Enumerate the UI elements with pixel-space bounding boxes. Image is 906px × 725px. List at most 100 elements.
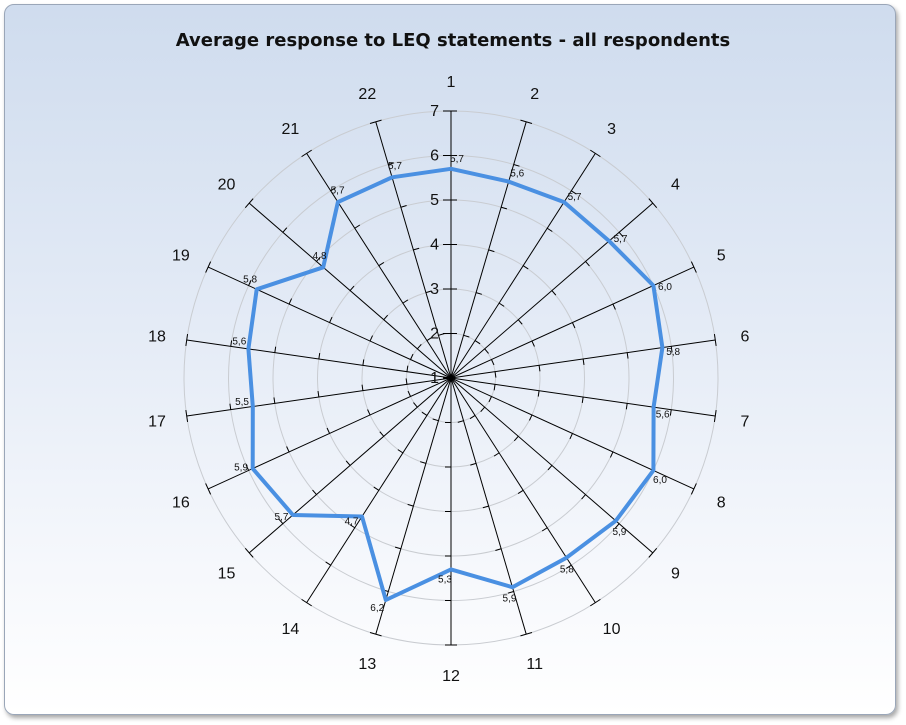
spoke-minor-tick: [286, 446, 290, 453]
radar-series: [246, 166, 665, 602]
spoke-minor-tick: [282, 227, 288, 233]
data-label: 5,7: [614, 234, 628, 245]
spoke-minor-tick: [494, 371, 497, 378]
spoke-minor-tick: [369, 335, 373, 342]
spoke-end-tick: [520, 632, 533, 637]
spoke-minor-tick: [612, 303, 616, 310]
spoke-minor-tick: [420, 461, 427, 464]
data-label: 4,7: [345, 517, 359, 528]
data-label: 5,9: [503, 594, 517, 605]
data-label: 6,0: [658, 282, 672, 293]
spoke-minor-tick: [571, 190, 577, 195]
category-label: 19: [172, 248, 190, 265]
spoke-minor-tick: [507, 591, 514, 594]
spoke-minor-tick: [400, 205, 407, 208]
spoke-minor-tick: [425, 290, 432, 294]
spoke-minor-tick: [670, 346, 673, 353]
data-label: 6,0: [653, 475, 667, 486]
spoke-minor-tick: [475, 292, 482, 295]
category-label: 17: [148, 413, 166, 430]
series-line: [246, 166, 665, 602]
spoke-minor-tick: [230, 340, 233, 347]
spoke-minor-tick: [531, 340, 535, 347]
spoke-minor-tick: [571, 322, 576, 329]
category-label: 22: [358, 86, 376, 103]
spoke-end-tick: [244, 547, 254, 558]
spoke-minor-tick: [329, 316, 333, 323]
spoke-minor-tick: [618, 231, 624, 238]
spoke-end-tick: [590, 598, 601, 607]
data-label: 4,8: [313, 251, 327, 262]
category-label: 1: [447, 74, 456, 91]
spoke-minor-tick: [361, 384, 364, 391]
spoke-20: [248, 202, 452, 379]
axis-tick-label: 2: [430, 326, 439, 343]
spoke-minor-tick: [493, 452, 500, 457]
data-label: 5,7: [331, 185, 345, 196]
radar-labels: 1 5,7 2 5,6 3 5,7 4 5,7 5 6,0 6 5,8 7 5,6 8 6,0 9 5,9 10 5,…: [148, 74, 749, 685]
axis-tick-label: 6: [430, 148, 439, 165]
data-label: 5,5: [235, 397, 249, 408]
spoke-end-tick: [205, 483, 212, 495]
spoke-end-tick: [648, 547, 658, 558]
spoke-end-tick: [185, 409, 189, 423]
spoke-minor-tick: [582, 358, 585, 366]
spoke-minor-tick: [457, 420, 464, 423]
category-label: 18: [148, 329, 166, 346]
spoke-minor-tick: [581, 494, 586, 500]
data-label: 5,7: [568, 192, 582, 203]
spoke-minor-tick: [407, 503, 414, 507]
data-label: 5,3: [438, 574, 452, 585]
spoke-end-tick: [690, 483, 697, 495]
spoke-minor-tick: [316, 256, 321, 262]
spoke-minor-tick: [318, 352, 321, 360]
spoke-minor-tick: [402, 299, 409, 304]
spoke-minor-tick: [312, 489, 317, 495]
spoke-minor-tick: [326, 427, 331, 434]
category-label: 2: [530, 86, 539, 103]
spoke-minor-tick: [463, 334, 470, 338]
spoke-minor-tick: [488, 249, 495, 253]
spoke-minor-tick: [495, 548, 502, 551]
spoke-minor-tick: [614, 523, 620, 529]
data-label: 5,7: [388, 161, 402, 172]
spoke-minor-tick: [288, 298, 293, 305]
spoke-minor-tick: [488, 396, 492, 403]
data-label: 5,9: [234, 462, 248, 473]
axis-tick-label: 7: [430, 103, 439, 120]
category-label: 12: [442, 668, 460, 685]
category-label: 8: [717, 494, 726, 511]
radar-axis-ticks: 1 2 3 4 5 6 7: [430, 103, 451, 387]
spoke-end-tick: [244, 198, 254, 209]
spoke-minor-tick: [484, 348, 489, 354]
spoke-minor-tick: [317, 390, 320, 398]
spoke-minor-tick: [406, 365, 409, 372]
spoke-minor-tick: [585, 261, 590, 267]
spoke-minor-tick: [413, 247, 420, 251]
axis-tick-label: 4: [430, 237, 439, 254]
spoke-end-tick: [205, 261, 212, 273]
axis-tick-label: 3: [430, 281, 439, 298]
spoke-minor-tick: [245, 464, 250, 471]
category-label: 11: [526, 656, 543, 673]
category-label: 20: [218, 177, 236, 194]
spoke-minor-tick: [278, 518, 284, 525]
axis-tick-label: 5: [430, 192, 439, 209]
data-label: 5,6: [656, 409, 670, 420]
spoke-minor-tick: [362, 359, 365, 366]
spoke-minor-tick: [229, 403, 232, 410]
spoke-minor-tick: [397, 449, 404, 454]
spoke-minor-tick: [480, 406, 486, 413]
spoke-minor-tick: [529, 414, 533, 421]
category-label: 3: [607, 121, 616, 138]
category-label: 7: [741, 413, 750, 430]
spoke-minor-tick: [413, 402, 418, 408]
spoke-end-tick: [185, 333, 189, 347]
data-label: 5,8: [243, 275, 257, 286]
data-label: 5,6: [510, 169, 524, 180]
radar-spokes: [185, 110, 717, 646]
category-label: 14: [282, 621, 300, 638]
spoke-minor-tick: [469, 415, 476, 420]
spoke-minor-tick: [373, 486, 380, 491]
